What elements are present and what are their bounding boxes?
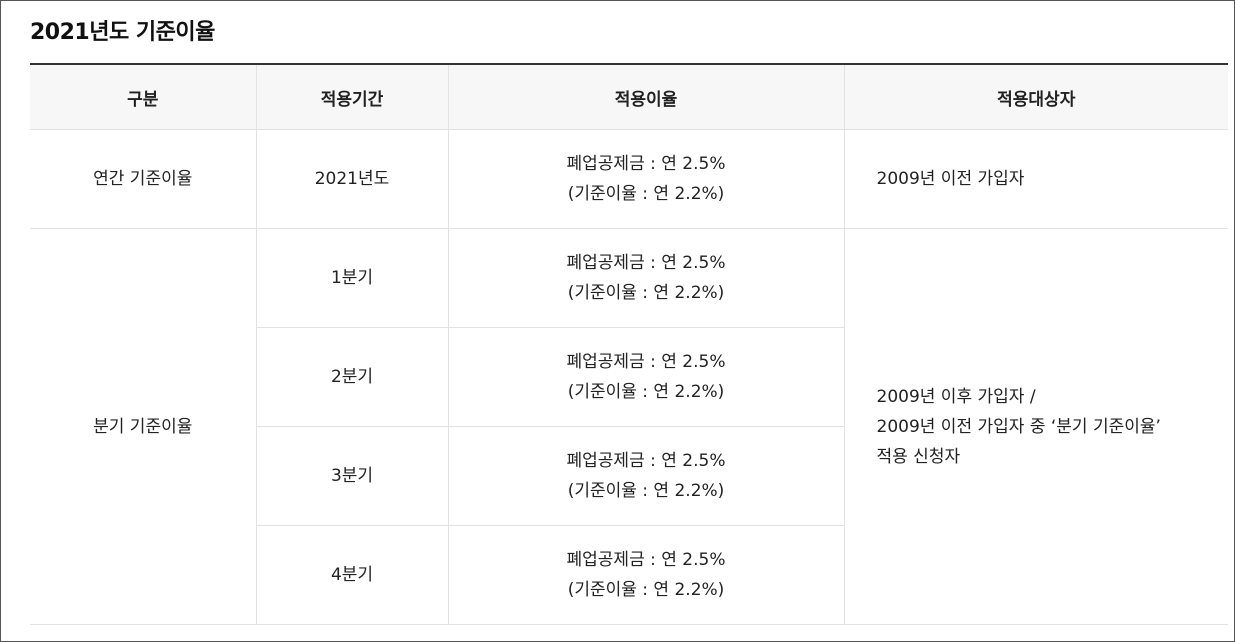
q2-rate-line2: (기준이율 : 연 2.2%): [567, 382, 725, 402]
q2-period-cell: 2분기: [255, 327, 448, 427]
table-row-q2: 2분기 폐업공제금 : 연 2.5% (기준이율 : 연 2.2%): [30, 327, 1228, 427]
q2-rate-line1: 폐업공제금 : 연 2.5%: [566, 352, 726, 372]
table-row-q1: 분기 기준이율 1분기 폐업공제금 : 연 2.5% (기준이율 : 연 2.2…: [30, 228, 1228, 625]
rate-table: 구분 적용기간 적용이율 적용대상자 연간 기준이율 2021년도 폐업공제금 …: [30, 63, 1228, 625]
q3-rate-cell: 폐업공제금 : 연 2.5% (기준이율 : 연 2.2%): [447, 426, 844, 526]
q4-period-cell: 4분기: [255, 525, 448, 625]
q3-period-cell: 3분기: [255, 426, 448, 526]
q1-rate-line2: (기준이율 : 연 2.2%): [567, 283, 725, 303]
q4-rate-line2: (기준이율 : 연 2.2%): [567, 580, 725, 600]
table-row-q4: 4분기 폐업공제금 : 연 2.5% (기준이율 : 연 2.2%): [30, 525, 1228, 625]
q4-rate-cell: 폐업공제금 : 연 2.5% (기준이율 : 연 2.2%): [447, 525, 844, 625]
q4-rate-line1: 폐업공제금 : 연 2.5%: [566, 550, 726, 570]
table-row-q3: 3분기 폐업공제금 : 연 2.5% (기준이율 : 연 2.2%): [30, 426, 1228, 526]
header-rate: 적용이율: [447, 63, 844, 130]
quarterly-target-line2: 2009년 이전 가입자 중 ‘분기 기준이율’: [876, 416, 1161, 437]
header-category: 구분: [30, 63, 256, 130]
header-period: 적용기간: [255, 63, 448, 130]
table-row-annual: 연간 기준이율 2021년도 폐업공제금 : 연 2.5% (기준이율 : 연 …: [30, 129, 1228, 229]
quarterly-target-line3: 적용 신청자: [876, 446, 961, 467]
page-title: 2021년도 기준이율: [30, 20, 215, 45]
annual-period-cell: 2021년도: [255, 129, 448, 229]
q3-rate-line2: (기준이율 : 연 2.2%): [567, 481, 725, 501]
annual-category-cell: 연간 기준이율: [30, 129, 256, 229]
q1-period-cell: 1분기: [255, 228, 448, 328]
annual-rate-cell: 폐업공제금 : 연 2.5% (기준이율 : 연 2.2%): [447, 129, 844, 229]
quarterly-target-cell: 2009년 이후 가입자 / 2009년 이전 가입자 중 ‘분기 기준이율’ …: [843, 228, 1228, 625]
q3-rate-line1: 폐업공제금 : 연 2.5%: [566, 451, 726, 471]
quarterly-target-line1: 2009년 이후 가입자 /: [876, 386, 1036, 407]
header-target: 적용대상자: [843, 63, 1228, 130]
annual-rate-line1: 폐업공제금 : 연 2.5%: [566, 154, 726, 174]
annual-rate-line2: (기준이율 : 연 2.2%): [567, 184, 725, 204]
q2-rate-cell: 폐업공제금 : 연 2.5% (기준이율 : 연 2.2%): [447, 327, 844, 427]
annual-target-cell: 2009년 이전 가입자: [843, 129, 1228, 229]
table-header-row: 구분 적용기간 적용이율 적용대상자: [30, 63, 1228, 130]
quarterly-category-cell: 분기 기준이율: [30, 228, 256, 625]
q1-rate-line1: 폐업공제금 : 연 2.5%: [566, 253, 726, 273]
q1-rate-cell: 폐업공제금 : 연 2.5% (기준이율 : 연 2.2%): [447, 228, 844, 328]
